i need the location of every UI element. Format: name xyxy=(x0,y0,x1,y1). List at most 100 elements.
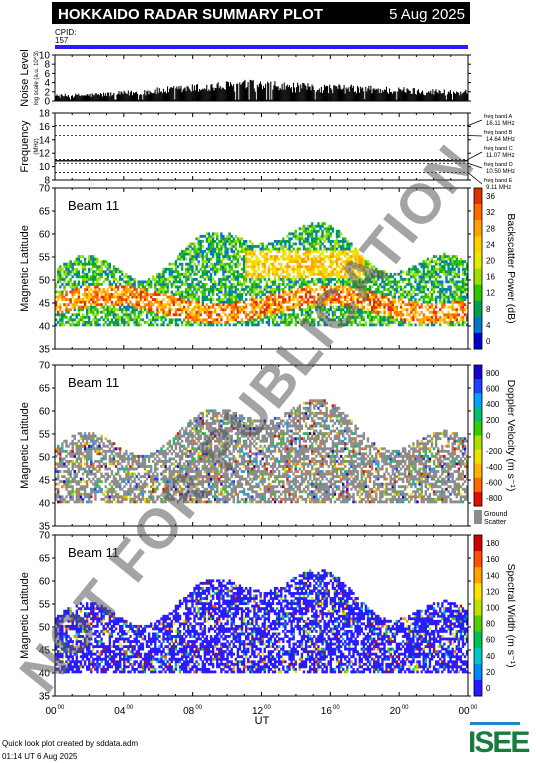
power-cell xyxy=(337,298,341,301)
power-cell xyxy=(278,290,281,294)
power-cell xyxy=(152,323,155,327)
power-cell xyxy=(414,323,417,327)
power-cell xyxy=(180,265,184,269)
power-cell xyxy=(183,252,186,256)
power-cell xyxy=(269,250,273,253)
power-cell xyxy=(401,270,405,274)
power-cell xyxy=(366,260,370,264)
power-echoes xyxy=(55,222,468,327)
velocity-cell xyxy=(65,465,68,468)
power-cell xyxy=(135,308,138,312)
power-cell xyxy=(424,285,427,289)
power-cell xyxy=(90,308,93,312)
power-cell xyxy=(228,247,231,251)
power-cell xyxy=(168,320,171,324)
power-cell xyxy=(414,270,417,274)
power-cell xyxy=(106,305,109,309)
power-cell xyxy=(168,298,171,301)
power-cell xyxy=(323,275,326,279)
power-cell xyxy=(455,308,458,312)
power-cell xyxy=(288,313,291,317)
power-cell xyxy=(269,285,273,289)
power-cell xyxy=(216,288,219,291)
y-tick-label: 10 xyxy=(39,162,51,173)
power-cell xyxy=(209,310,213,314)
power-cell xyxy=(125,295,128,299)
power-cell xyxy=(90,320,93,324)
power-cell xyxy=(230,310,233,314)
power-cell xyxy=(147,280,151,284)
power-cell xyxy=(280,255,283,258)
power-cell xyxy=(366,295,370,299)
power-cell xyxy=(133,303,136,307)
power-cell xyxy=(278,303,281,307)
power-cell xyxy=(238,305,242,309)
power-cell xyxy=(300,323,304,327)
power-cell xyxy=(135,320,138,324)
power-cell xyxy=(135,295,138,299)
velocity-cell xyxy=(94,439,97,443)
power-cell xyxy=(373,298,376,301)
power-cell xyxy=(432,270,436,274)
power-cell xyxy=(348,280,351,284)
velocity-cell xyxy=(65,500,68,504)
power-cell xyxy=(261,298,264,301)
velocity-cell xyxy=(90,437,93,441)
power-cell xyxy=(315,288,318,291)
power-cell xyxy=(317,229,320,233)
power-cell xyxy=(321,224,324,228)
velocity-cell xyxy=(90,470,93,473)
power-cell xyxy=(356,323,359,327)
power-cell xyxy=(391,300,394,304)
power-cell xyxy=(185,295,188,299)
power-cell xyxy=(315,229,318,233)
power-cell xyxy=(373,295,376,299)
power-cell xyxy=(319,318,322,322)
power-cell xyxy=(94,285,97,289)
power-cell xyxy=(348,318,351,322)
power-cell xyxy=(339,280,343,284)
power-cell xyxy=(280,262,283,266)
power-cell xyxy=(253,288,256,291)
power-cell xyxy=(121,315,124,319)
power-cell xyxy=(106,265,109,269)
power-cell xyxy=(75,300,79,304)
power-cell xyxy=(403,320,407,324)
power-cell xyxy=(102,310,105,314)
power-cell xyxy=(306,239,310,243)
power-cell xyxy=(430,257,434,261)
power-cell xyxy=(282,250,285,253)
power-cell xyxy=(356,315,359,319)
power-cell xyxy=(339,247,343,251)
power-cell xyxy=(288,290,291,294)
power-cell xyxy=(290,308,293,312)
power-cell xyxy=(346,242,349,246)
velocity-cell xyxy=(57,444,60,448)
power-cell xyxy=(321,277,324,281)
power-cell xyxy=(327,298,330,301)
power-cell xyxy=(112,305,116,309)
velocity-cell xyxy=(85,454,89,458)
freq-band-pointer xyxy=(467,119,483,127)
power-cell xyxy=(399,305,403,309)
power-cell xyxy=(232,295,235,299)
power-cell xyxy=(129,277,132,281)
power-cell xyxy=(59,303,62,307)
power-cell xyxy=(461,265,465,269)
power-cell xyxy=(145,303,149,307)
power-cell xyxy=(251,242,254,246)
power-cell xyxy=(426,315,430,319)
power-cell xyxy=(63,323,66,327)
power-cell xyxy=(393,290,397,294)
power-cell xyxy=(174,320,178,324)
power-cell xyxy=(265,320,268,324)
power-cell xyxy=(455,265,458,269)
power-cell xyxy=(352,272,355,276)
velocity-cell xyxy=(69,472,72,476)
power-cell xyxy=(408,270,411,274)
power-cell xyxy=(234,242,238,246)
power-cell xyxy=(414,267,417,271)
velocity-cell xyxy=(71,487,74,491)
power-cell xyxy=(292,298,295,301)
power-cell xyxy=(465,265,468,269)
